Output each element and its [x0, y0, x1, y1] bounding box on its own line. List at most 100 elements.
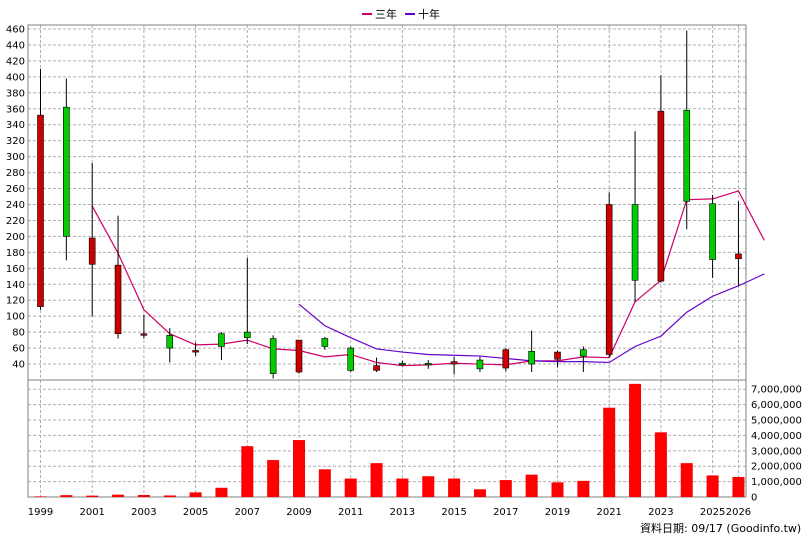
candle-body — [321, 338, 329, 347]
volume-bar — [732, 476, 745, 497]
price-tick-label: 280 — [6, 168, 25, 179]
x-tick-label: 2013 — [390, 507, 415, 518]
chart-legend: 三年 十年 — [362, 6, 440, 22]
volume-bar — [267, 460, 280, 497]
candle-body — [295, 339, 303, 373]
candle-body — [735, 253, 742, 260]
candle-body — [399, 362, 406, 366]
x-tick-label: 2023 — [648, 507, 673, 518]
volume-bar — [706, 475, 719, 497]
volume-bar — [551, 482, 564, 497]
candle-body — [580, 349, 587, 357]
volume-bar — [241, 446, 254, 497]
candle-body — [424, 362, 432, 366]
x-tick-label: 2007 — [235, 507, 260, 518]
candle-body — [63, 106, 70, 237]
candle-body — [192, 350, 199, 353]
candle-body — [528, 350, 535, 365]
price-tick-label: 160 — [6, 264, 25, 275]
candle-body — [373, 365, 380, 371]
price-tick-label: 100 — [6, 312, 25, 323]
candle-body — [683, 110, 691, 202]
volume-tick-label: 2,000,000 — [751, 462, 802, 473]
volume-bar — [603, 407, 616, 497]
candle-body — [502, 349, 510, 369]
volume-bar — [163, 495, 176, 497]
price-tick-label: 260 — [6, 184, 25, 195]
price-tick-label: 300 — [6, 152, 25, 163]
legend-item-ma3: 三年 — [362, 6, 397, 22]
price-tick-label: 80 — [12, 328, 25, 339]
volume-bar — [525, 474, 538, 497]
price-tick-label: 380 — [6, 88, 25, 99]
price-tick-label: 360 — [6, 104, 25, 115]
legend-label-ma10: 十年 — [418, 8, 440, 21]
legend-swatch-ma3 — [362, 13, 372, 15]
volume-tick-label: 3,000,000 — [751, 446, 802, 457]
legend-label-ma3: 三年 — [375, 8, 397, 21]
volume-bar — [60, 495, 73, 497]
x-tick-label: 2026 — [726, 507, 751, 518]
candle-body — [657, 110, 665, 282]
candle-body — [347, 347, 355, 371]
price-tick-label: 240 — [6, 200, 25, 211]
volume-tick-label: 6,000,000 — [751, 400, 802, 411]
volume-tick-label: 0 — [751, 493, 757, 504]
price-tick-label: 220 — [6, 216, 25, 227]
candle-body — [709, 203, 716, 260]
volume-bar — [654, 432, 667, 497]
candle-body — [554, 351, 561, 360]
x-tick-label: 2025 — [700, 507, 725, 518]
volume-bar — [137, 494, 150, 497]
candle-body — [114, 264, 122, 335]
price-tick-label: 420 — [6, 56, 25, 67]
volume-tick-label: 1,000,000 — [751, 477, 802, 488]
volume-bar — [86, 495, 99, 497]
x-tick-label: 2015 — [441, 507, 466, 518]
volume-bar — [344, 478, 357, 497]
candle-body — [605, 204, 613, 355]
data-date-note: 資料日期: 09/17 (Goodinfo.tw) — [640, 522, 802, 535]
price-tick-label: 200 — [6, 232, 25, 243]
volume-bar — [34, 496, 47, 497]
volume-bar — [448, 478, 461, 497]
volume-tick-label: 5,000,000 — [751, 416, 802, 427]
x-tick-label: 2019 — [545, 507, 570, 518]
volume-bar — [215, 487, 228, 497]
price-tick-label: 400 — [6, 72, 25, 83]
x-tick-label: 2017 — [493, 507, 518, 518]
volume-bar — [396, 478, 409, 497]
x-tick-label: 2001 — [79, 507, 104, 518]
candle-body — [88, 237, 96, 265]
volume-bar — [422, 476, 435, 497]
x-tick-label: 2003 — [131, 507, 156, 518]
volume-bar — [577, 480, 590, 497]
candle-body — [631, 204, 639, 281]
volume-bar — [680, 463, 693, 497]
candle-body — [476, 359, 484, 370]
legend-item-ma10: 十年 — [405, 6, 440, 22]
volume-bar — [629, 383, 642, 497]
candle-body — [166, 335, 174, 349]
legend-swatch-ma10 — [405, 13, 415, 15]
price-tick-label: 140 — [6, 280, 25, 291]
candle-body — [37, 114, 44, 307]
price-tick-label: 180 — [6, 248, 25, 259]
price-tick-label: 60 — [12, 344, 25, 355]
price-tick-label: 120 — [6, 296, 25, 307]
plot-frame — [27, 24, 747, 498]
price-tick-label: 340 — [6, 120, 25, 131]
volume-bar — [189, 492, 202, 497]
volume-bar — [112, 494, 125, 497]
volume-bar — [370, 463, 383, 497]
candle-body — [269, 338, 277, 374]
candle-body — [450, 361, 458, 365]
x-tick-label: 2005 — [183, 507, 208, 518]
x-tick-label: 2009 — [286, 507, 311, 518]
price-tick-label: 440 — [6, 40, 25, 51]
price-tick-label: 40 — [12, 360, 25, 371]
volume-bar — [473, 489, 486, 497]
volume-bar — [318, 469, 331, 497]
volume-bar — [499, 480, 512, 497]
